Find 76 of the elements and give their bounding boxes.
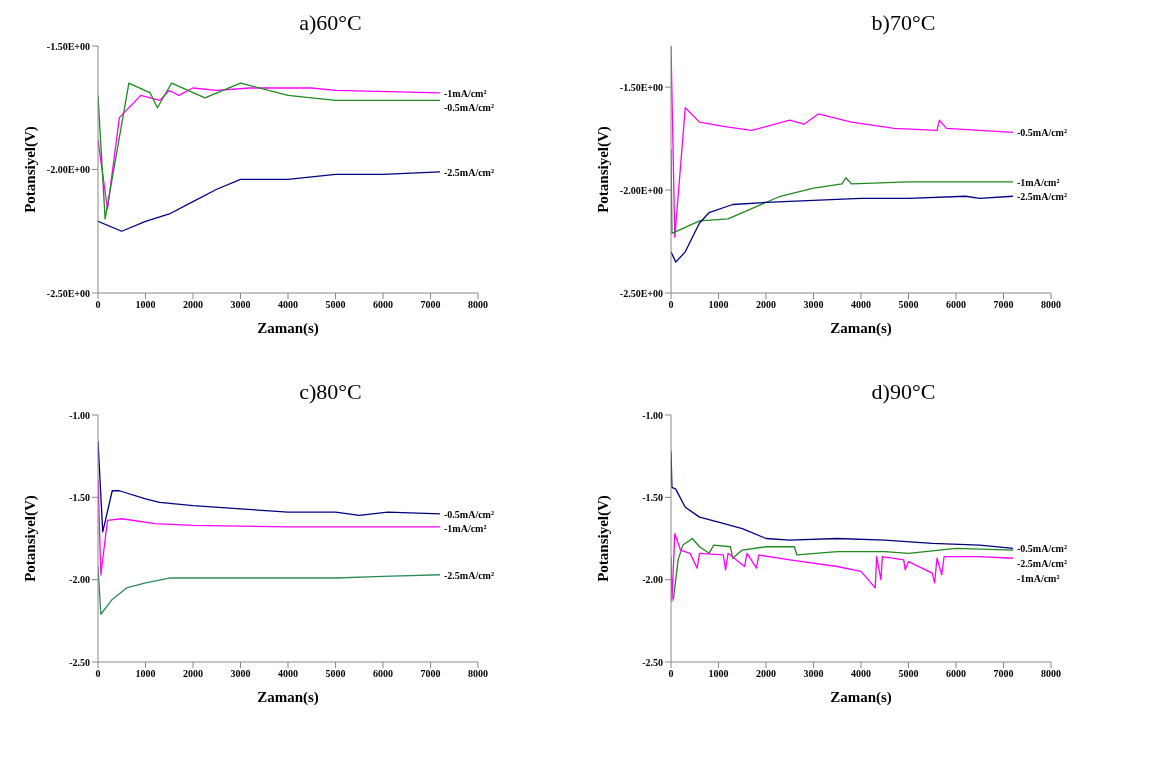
series-label: -0.5mA/cm² xyxy=(444,508,494,520)
series-label: -1mA/cm² xyxy=(1017,572,1060,584)
x-tick-label: 6000 xyxy=(373,299,393,311)
y-axis-title: Potansiyel(V) xyxy=(595,495,613,582)
series-label: -2.5mA/cm² xyxy=(444,569,494,581)
y-tick-label: -1.50E+00 xyxy=(46,40,90,52)
x-tick-label: 0 xyxy=(95,299,101,311)
x-tick-label: 7000 xyxy=(420,299,441,311)
x-tick-label: 7000 xyxy=(420,668,441,680)
series-label: -1mA/cm² xyxy=(1017,176,1060,188)
x-tick-label: 0 xyxy=(668,668,674,680)
x-tick-label: 2000 xyxy=(183,668,203,680)
y-axis-title: Potansiyel(V) xyxy=(595,126,613,213)
x-axis-title: Zaman(s) xyxy=(830,320,892,337)
x-tick-label: 4000 xyxy=(278,299,298,311)
series-label: -2.5mA/cm² xyxy=(1017,558,1067,570)
x-tick-label: 0 xyxy=(668,299,674,311)
x-axis-title: Zaman(s) xyxy=(257,689,319,706)
y-tick-label: -2.50E+00 xyxy=(619,287,663,299)
x-tick-label: 1000 xyxy=(135,668,156,680)
x-tick-label: 5000 xyxy=(898,299,919,311)
x-tick-label: 6000 xyxy=(946,668,966,680)
y-axis-title: Potansiyel(V) xyxy=(22,495,40,582)
y-tick-label: -2.00 xyxy=(642,574,663,586)
x-tick-label: 4000 xyxy=(851,668,871,680)
chart-title: d)90°C xyxy=(870,378,937,406)
series-label: -2.5mA/cm² xyxy=(1017,191,1067,203)
x-tick-label: 1000 xyxy=(708,299,729,311)
x-tick-label: 8000 xyxy=(468,299,488,311)
x-tick-label: 6000 xyxy=(373,668,393,680)
y-tick-label: -2.00E+00 xyxy=(46,164,90,176)
y-tick-label: -1.00 xyxy=(642,409,663,421)
y-tick-label: -2.00 xyxy=(69,574,90,586)
series-label: -1mA/cm² xyxy=(444,522,487,534)
chart-title: a)60°C xyxy=(298,9,363,37)
y-tick-label: -1.50E+00 xyxy=(619,81,663,93)
series-label: -2.5mA/cm² xyxy=(444,166,494,178)
series-label: -0.5mA/cm² xyxy=(444,102,494,114)
y-tick-label: -1.50 xyxy=(69,491,90,503)
x-tick-label: 3000 xyxy=(803,299,824,311)
series-label: -0.5mA/cm² xyxy=(1017,543,1067,555)
x-tick-label: 2000 xyxy=(756,668,776,680)
x-tick-label: 3000 xyxy=(230,299,251,311)
y-tick-label: -2.50 xyxy=(69,656,90,668)
y-tick-label: -1.50 xyxy=(642,491,663,503)
series-label: -0.5mA/cm² xyxy=(1017,127,1067,139)
x-tick-label: 8000 xyxy=(1041,668,1061,680)
y-tick-label: -2.50 xyxy=(642,656,663,668)
x-tick-label: 1000 xyxy=(135,299,156,311)
x-tick-label: 8000 xyxy=(1041,299,1061,311)
line-series xyxy=(98,171,441,232)
x-tick-label: 1000 xyxy=(708,668,729,680)
series-label: -1mA/cm² xyxy=(444,87,487,99)
x-tick-label: 4000 xyxy=(278,668,298,680)
y-axis-title: Potansiyel(V) xyxy=(22,126,40,213)
x-tick-label: 3000 xyxy=(230,668,251,680)
y-tick-label: -2.00E+00 xyxy=(619,184,663,196)
x-tick-label: 6000 xyxy=(946,299,966,311)
x-tick-label: 7000 xyxy=(993,668,1014,680)
chart-title: c)80°C xyxy=(298,378,363,406)
x-axis-title: Zaman(s) xyxy=(257,320,319,337)
x-tick-label: 5000 xyxy=(325,299,346,311)
x-tick-label: 0 xyxy=(95,668,101,680)
y-tick-label: -1.00 xyxy=(69,409,90,421)
chart-title: b)70°C xyxy=(870,9,937,37)
x-tick-label: 2000 xyxy=(183,299,203,311)
x-tick-label: 8000 xyxy=(468,668,488,680)
y-tick-label: -2.50E+00 xyxy=(46,287,90,299)
x-tick-label: 4000 xyxy=(851,299,871,311)
x-tick-label: 5000 xyxy=(898,668,919,680)
x-axis-title: Zaman(s) xyxy=(830,689,892,706)
x-tick-label: 5000 xyxy=(325,668,346,680)
x-tick-label: 2000 xyxy=(756,299,776,311)
x-tick-label: 7000 xyxy=(993,299,1014,311)
x-tick-label: 3000 xyxy=(803,668,824,680)
line-series xyxy=(671,195,1014,263)
